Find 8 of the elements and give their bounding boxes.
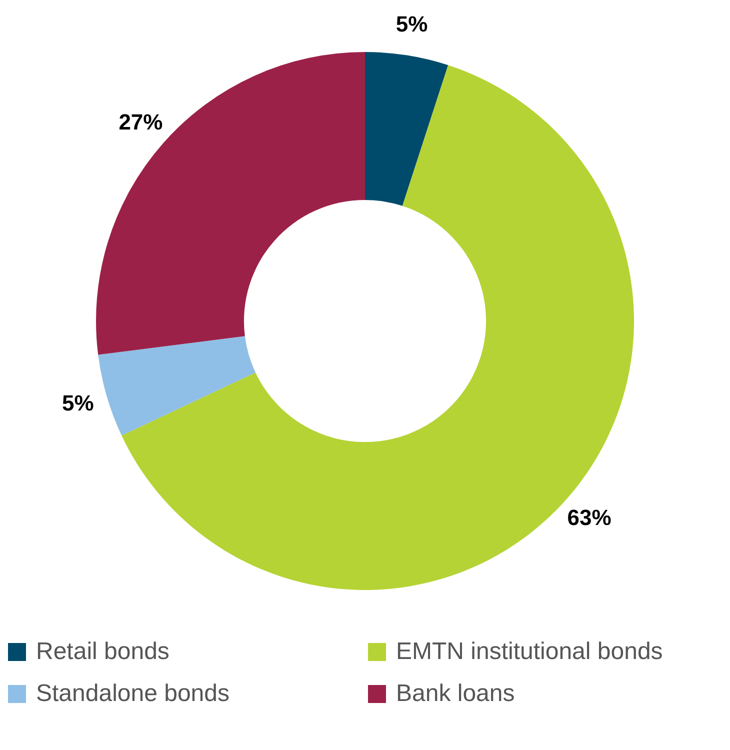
data-label: 63% — [567, 504, 612, 530]
legend-label: Standalone bonds — [36, 680, 230, 708]
data-label: 27% — [118, 109, 163, 134]
legend-label: Retail bonds — [36, 638, 170, 666]
legend-label: Bank loans — [396, 680, 515, 708]
legend-label: EMTN institutional bonds — [396, 638, 663, 666]
data-label: 5% — [62, 390, 94, 416]
data-label: 5% — [396, 12, 428, 37]
